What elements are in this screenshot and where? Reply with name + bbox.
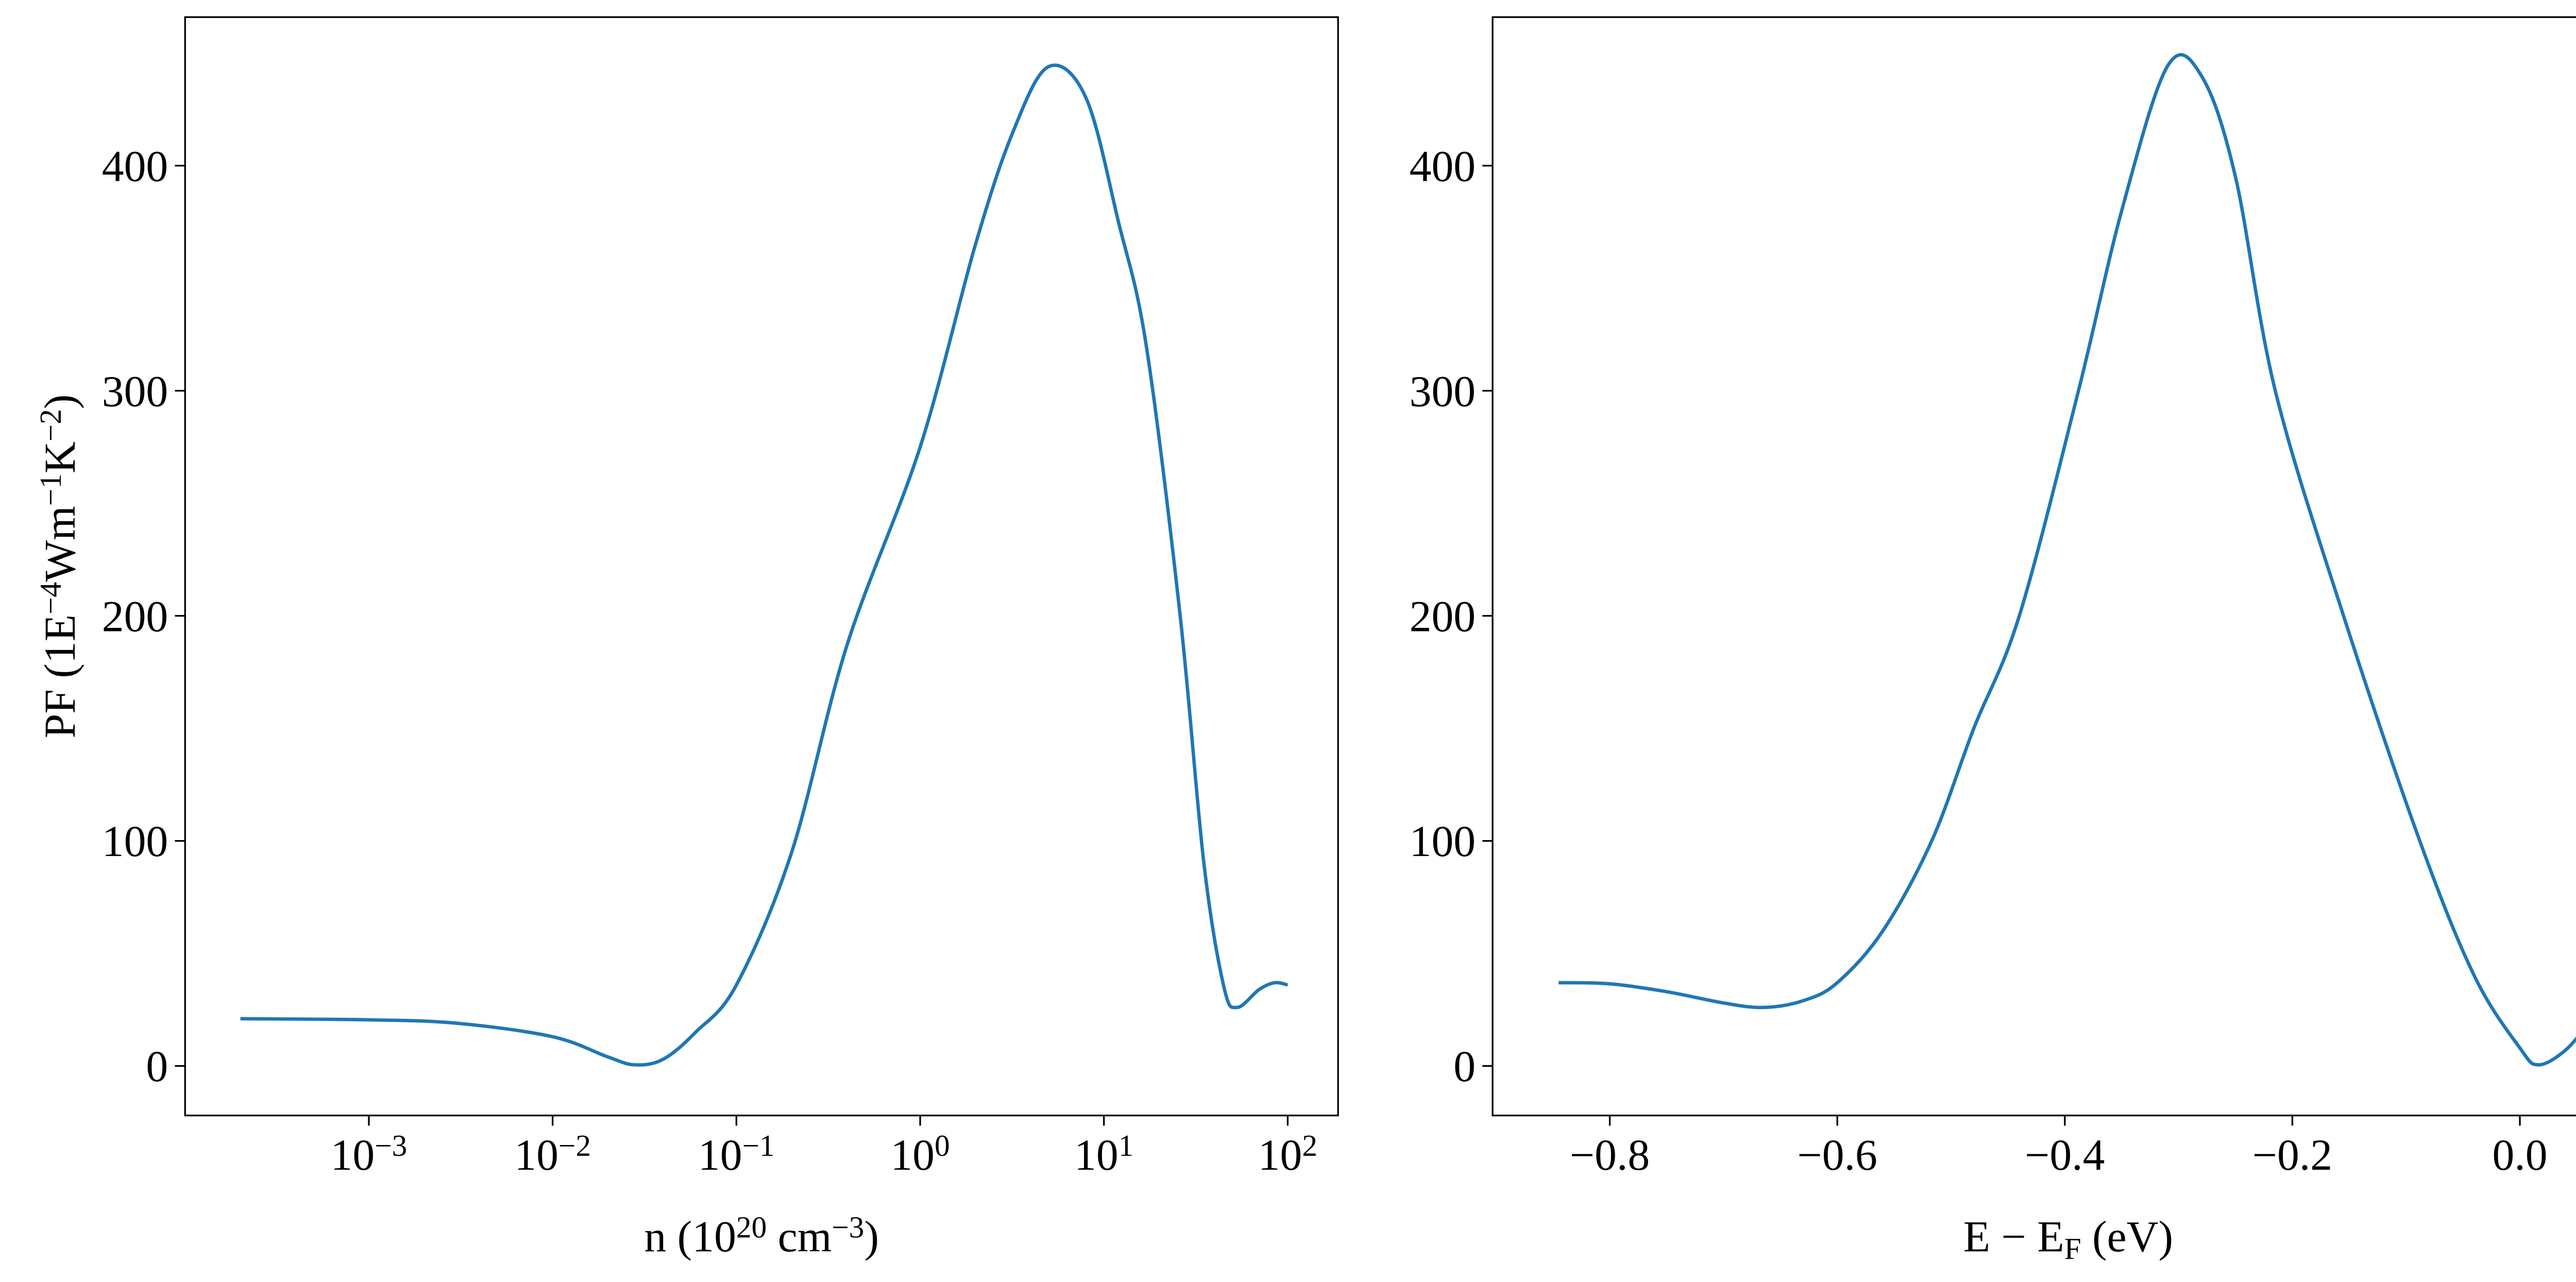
plot-frame — [1492, 16, 2576, 1117]
tick-label-base: 10 — [1258, 1131, 1302, 1180]
label-part: Wm — [36, 506, 84, 582]
tick-label-base: 0.0 — [2493, 1131, 2548, 1180]
data-line — [240, 63, 1289, 1067]
x-tick-label: 10−3 — [331, 1129, 408, 1180]
label-part: 20 — [736, 1210, 767, 1244]
tick-label-base: −0.4 — [2025, 1131, 2105, 1180]
x-tick-label: 10−2 — [514, 1129, 591, 1180]
x-tick-label: −0.2 — [2252, 1131, 2332, 1180]
tick-label-base: −0.6 — [1797, 1131, 1877, 1180]
label-part: F — [2064, 1232, 2081, 1266]
tick-label-exponent: 2 — [1302, 1129, 1317, 1163]
label-part: ) — [864, 1212, 879, 1261]
y-tick-label: 200 — [1410, 592, 1476, 641]
x-tick-label: 0.0 — [2493, 1131, 2548, 1180]
tick-label-base: −0.8 — [1570, 1131, 1650, 1180]
tick-label-base: −0.2 — [2252, 1131, 2332, 1180]
tick-label-exponent: 0 — [935, 1129, 950, 1163]
data-line — [1558, 53, 2576, 1067]
y-tick-label: 400 — [1410, 142, 1476, 191]
y-tick-label: 300 — [1410, 367, 1476, 416]
x-tick-label: 101 — [1074, 1129, 1133, 1180]
label-part: −3 — [832, 1210, 864, 1244]
x-tick-label: 102 — [1258, 1129, 1317, 1180]
x-tick-label: −0.8 — [1570, 1131, 1650, 1180]
tick-label-base: 10 — [890, 1131, 935, 1180]
tick-label-base: 10 — [514, 1131, 558, 1180]
panel: 0 100 200 300 400 −0.8 −0.6 −0.4 −0.2 0.0 E − EF (… — [1410, 16, 2576, 1266]
x-axis-label: n (1020 cm−3) — [644, 1210, 879, 1261]
x-tick-label: −0.4 — [2025, 1131, 2105, 1180]
y-tick-label: 400 — [102, 142, 168, 191]
y-tick-label: 0 — [146, 1042, 168, 1091]
label-part: −4 — [33, 582, 67, 614]
x-axis-label: E − EF (eV) — [1963, 1212, 2173, 1266]
label-part: E − E — [1963, 1212, 2064, 1261]
y-tick-label: 0 — [1453, 1042, 1476, 1091]
y-tick-label: 100 — [1410, 817, 1476, 866]
y-axis-label: PF (1E−4Wm−1K−2) — [33, 395, 84, 739]
tick-label-exponent: −1 — [742, 1129, 775, 1163]
y-tick-label: 300 — [102, 367, 168, 416]
label-part: (eV) — [2081, 1212, 2173, 1261]
x-tick-label: −0.6 — [1797, 1131, 1877, 1180]
tick-label-exponent: −2 — [558, 1129, 591, 1163]
y-tick-label: 100 — [102, 817, 168, 866]
tick-label-base: 10 — [331, 1131, 375, 1180]
label-part: cm — [767, 1212, 832, 1261]
label-part: ) — [36, 395, 84, 409]
x-tick-label: 100 — [890, 1129, 950, 1180]
plot-frame — [184, 16, 1339, 1117]
tick-label-exponent: 1 — [1118, 1129, 1134, 1163]
tick-label-exponent: −3 — [375, 1129, 407, 1163]
tick-label-base: 10 — [1074, 1131, 1118, 1180]
x-tick-label: 10−1 — [698, 1129, 775, 1180]
tick-label-base: 10 — [698, 1131, 742, 1180]
y-tick-label: 200 — [102, 592, 168, 641]
label-part: n (10 — [644, 1212, 736, 1261]
label-part: −2 — [33, 409, 67, 441]
label-part: K — [36, 441, 84, 473]
label-part: PF (1E — [36, 614, 84, 738]
label-part: −1 — [33, 473, 67, 506]
